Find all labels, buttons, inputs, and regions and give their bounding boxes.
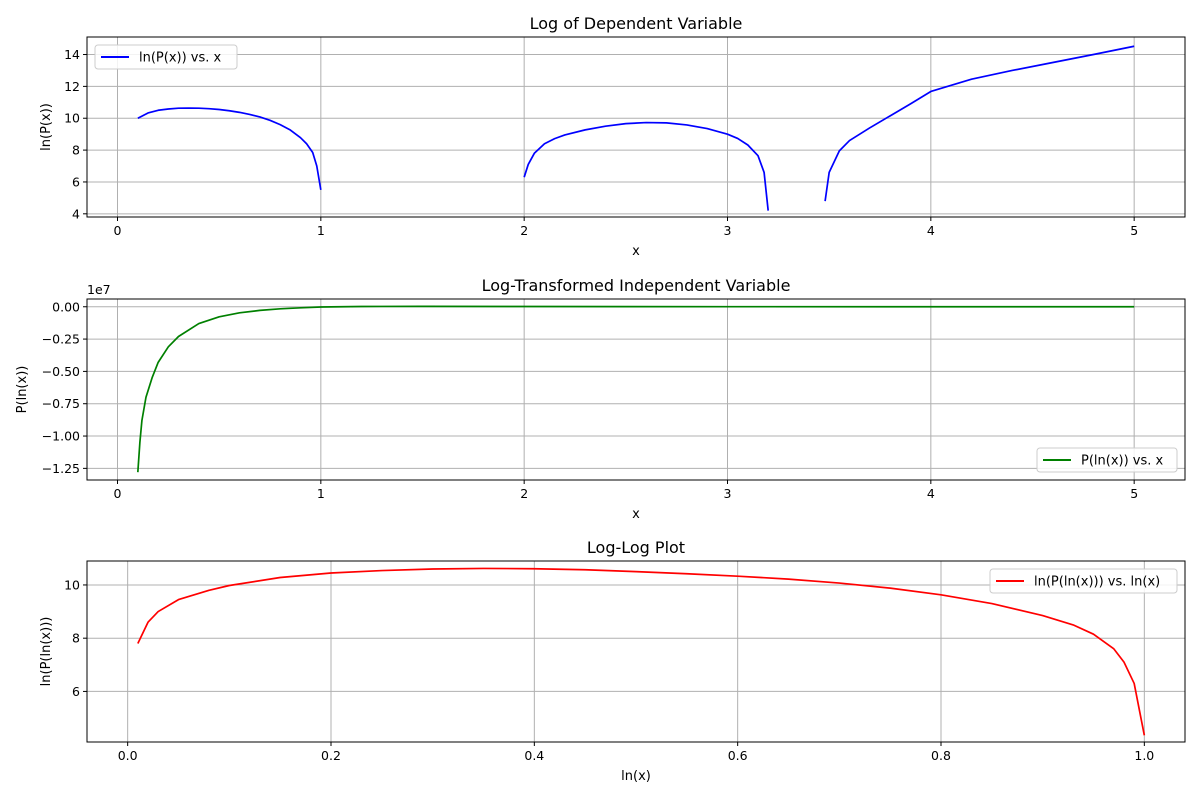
y-tick-label: 6 [72, 174, 80, 189]
legend-label: ln(P(ln(x))) vs. ln(x) [1034, 575, 1160, 590]
y-tick-label: 8 [72, 631, 80, 646]
y-axis-label: ln(P(x)) [39, 103, 54, 151]
x-tick-label: 0.4 [524, 748, 544, 763]
y-tick-label: 0.00 [52, 299, 80, 314]
legend-label: ln(P(x)) vs. x [139, 51, 222, 66]
x-tick-label: 1 [317, 486, 325, 501]
x-tick-label: 0.2 [321, 748, 341, 763]
y-tick-label: −0.25 [42, 332, 80, 347]
series-line-segment [824, 45, 1135, 202]
axes-frame [86, 560, 1186, 743]
subplot-2: 0 1 2 3 4 5 0.00 −0.25 −0.50 −0.75 −1.00 −1.25 1e7 Lo… [15, 276, 1186, 522]
axes-frame [86, 36, 1186, 218]
x-tick-label: 3 [724, 486, 732, 501]
y-tick-label: 14 [64, 47, 80, 62]
y-tick-label: 8 [72, 143, 80, 158]
x-tick-label: 2 [520, 223, 528, 238]
y-tick-label: 10 [64, 111, 80, 126]
y-tick-label: −0.50 [42, 364, 80, 379]
subplot-title: Log of Dependent Variable [530, 14, 743, 33]
x-tick-label: 3 [724, 223, 732, 238]
x-tick-label: 1 [317, 223, 325, 238]
subplot-3: 0.0 0.2 0.4 0.6 0.8 1.0 6 8 10 Log-Log Plot ln(x) l… [39, 538, 1186, 784]
series-line-segment [137, 567, 1146, 736]
y-axis-label: ln(P(ln(x))) [39, 617, 54, 687]
legend: P(ln(x)) vs. x [1036, 447, 1178, 473]
legend: ln(P(x)) vs. x [94, 44, 238, 70]
series-line-segment [137, 107, 322, 191]
y-tick-label: 6 [72, 684, 80, 699]
legend-box [989, 568, 1178, 594]
series-line-segment [523, 121, 770, 211]
legend-box [1036, 447, 1178, 473]
x-tick-label: 0.6 [728, 748, 748, 763]
legend-box [94, 44, 238, 70]
subplot-title: Log-Transformed Independent Variable [482, 276, 791, 295]
y-axis-label: P(ln(x)) [15, 366, 30, 414]
x-tick-label: 4 [927, 223, 935, 238]
x-tick-label: 5 [1130, 486, 1138, 501]
x-tick-label: 0 [114, 223, 122, 238]
x-tick-label: 0.8 [931, 748, 951, 763]
x-tick-label: 2 [520, 486, 528, 501]
x-axis-label: x [632, 244, 640, 259]
series-line-segment [136, 305, 1135, 473]
y-tick-label: −1.25 [42, 461, 80, 476]
y-tick-label: 4 [72, 206, 80, 221]
x-axis-label: ln(x) [621, 769, 651, 784]
x-axis-label: x [632, 507, 640, 522]
axes-frame [86, 298, 1186, 481]
x-tick-label: 5 [1130, 223, 1138, 238]
legend: ln(P(ln(x))) vs. ln(x) [989, 568, 1178, 594]
x-tick-label: 4 [927, 486, 935, 501]
x-tick-label: 0.0 [118, 748, 138, 763]
x-tick-label: 1.0 [1134, 748, 1154, 763]
y-tick-label: 10 [64, 577, 80, 592]
y-tick-label: −0.75 [42, 396, 80, 411]
y-tick-label: 12 [64, 79, 80, 94]
y-offset-text: 1e7 [87, 282, 111, 297]
subplot-title: Log-Log Plot [587, 538, 685, 557]
y-tick-label: −1.00 [42, 429, 80, 444]
x-tick-label: 0 [114, 486, 122, 501]
legend-label: P(ln(x)) vs. x [1081, 454, 1164, 469]
